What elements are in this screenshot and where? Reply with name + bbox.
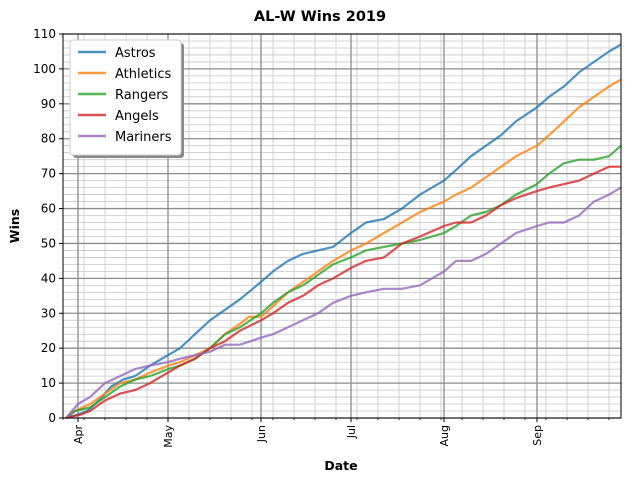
y-axis-ticks: 0 10 20 30 40 50 60 70 80 90 100 110 (33, 27, 63, 425)
y-tick-label: 0 (48, 411, 56, 425)
legend-label-rangers: Rangers (115, 88, 169, 103)
y-tick-label: 100 (33, 62, 56, 76)
y-tick-label: 10 (41, 376, 56, 390)
series-line-mariners (65, 186, 622, 419)
x-tick-label-may: May (162, 425, 175, 448)
legend-box (69, 39, 182, 156)
series-line-astros (65, 43, 622, 420)
series-lines (65, 43, 622, 420)
y-tick-label: 40 (41, 271, 56, 285)
y-tick-label: 60 (41, 202, 56, 216)
y-tick-label: 80 (41, 132, 56, 146)
series-line-rangers (65, 144, 622, 419)
legend-label-mariners: Mariners (115, 130, 172, 145)
x-axis-ticks: Apr May Jun Jul Aug Sep (62, 418, 610, 448)
x-tick-label-aug: Aug (438, 425, 451, 446)
y-tick-label: 20 (41, 341, 56, 355)
y-tick-label: 30 (41, 306, 56, 320)
chart-title: AL-W Wins 2019 (254, 9, 386, 25)
y-axis-label: Wins (7, 209, 22, 243)
series-line-angels (65, 165, 621, 420)
x-tick-label-jul: Jul (345, 425, 358, 439)
y-tick-label: 110 (33, 27, 56, 41)
y-tick-label: 90 (41, 97, 56, 111)
legend-label-angels: Angels (115, 109, 159, 124)
legend-label-athletics: Athletics (115, 67, 171, 82)
legend: Astros Athletics Rangers Angels Mariners (69, 39, 184, 158)
legend-label-astros: Astros (115, 46, 156, 61)
series-line-athletics (65, 78, 622, 419)
axes-frame (62, 33, 622, 419)
y-tick-label: 50 (41, 236, 56, 250)
x-axis-label: Date (324, 458, 357, 473)
y-tick-label: 70 (41, 167, 56, 181)
x-tick-label-jun: Jun (255, 425, 268, 443)
x-tick-label-apr: Apr (72, 425, 85, 445)
x-tick-label-sep: Sep (531, 425, 544, 446)
